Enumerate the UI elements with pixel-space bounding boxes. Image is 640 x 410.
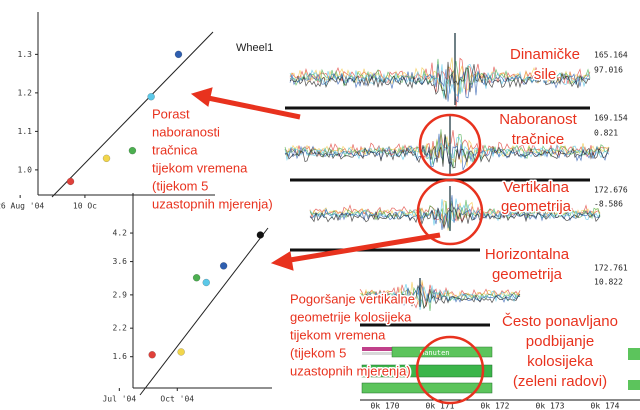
trace xyxy=(289,61,591,100)
annotation: Porast xyxy=(152,106,190,121)
maintenance-bars xyxy=(360,346,640,401)
trace xyxy=(359,284,521,310)
y-tick-label: 1.3 xyxy=(18,50,33,59)
readout: 172.676 xyxy=(594,186,628,195)
annotation: Dinamičke xyxy=(510,46,580,63)
annotation: Naboranost xyxy=(499,111,577,128)
charts: 1.0 1.1 1.2 1.3 26 Aug '04 10 Oc 1.6 2.2 2.9 3.6 4… xyxy=(0,12,272,404)
x-tick-label: Oct '04 xyxy=(160,395,194,404)
distance-label: 0k 171 xyxy=(426,402,455,410)
x-tick-label: Jul '04 xyxy=(102,395,136,404)
trace xyxy=(359,284,521,310)
y-tick-label: 3.6 xyxy=(113,257,128,266)
y-tick-label: 1.1 xyxy=(18,127,33,136)
point xyxy=(256,231,265,239)
annotation: Horizontalna xyxy=(485,246,570,263)
annotations: Dinamičke sile Naboranost tračnice Vertikaln… xyxy=(151,44,620,391)
point xyxy=(66,177,75,186)
separators xyxy=(285,106,590,327)
axes xyxy=(37,12,272,396)
signal-traces xyxy=(284,33,610,311)
highlights xyxy=(415,113,485,405)
distance-label: 0k 172 xyxy=(481,402,510,410)
bar-label: Manuten xyxy=(420,349,450,357)
annotation: Vertikalna xyxy=(503,179,570,196)
trace xyxy=(284,134,610,169)
distance-label: 0k 170 xyxy=(371,402,400,410)
annotation: tijekom vremena xyxy=(152,160,248,175)
point xyxy=(192,274,201,282)
annotation: (zeleni radovi) xyxy=(513,373,607,390)
point xyxy=(174,50,183,59)
y-tick-label: 1.0 xyxy=(18,165,33,174)
readout: 0.821 xyxy=(594,129,618,138)
readout: 172.761 xyxy=(594,264,628,273)
point xyxy=(177,348,185,356)
y-tick-label: 1.6 xyxy=(113,352,128,361)
annotation: geometrija xyxy=(492,266,563,283)
annotation: Pogoršanje vertikalne xyxy=(290,291,415,306)
wheel-label: Wheel1 xyxy=(236,42,273,54)
point xyxy=(148,351,156,359)
point xyxy=(147,92,155,101)
y-tick-label: 4.2 xyxy=(113,229,128,238)
y-tick-label: 2.2 xyxy=(113,324,128,333)
annotation: (tijekom 5 xyxy=(152,178,208,193)
annotation: tračnica xyxy=(152,142,198,157)
readout: 165.164 xyxy=(594,51,628,60)
annotation: uzastopnih mjerenja) xyxy=(290,363,411,378)
point xyxy=(219,262,228,270)
annotation: geometrija xyxy=(501,198,572,215)
trace xyxy=(309,206,601,230)
readouts: 165.164 97.016 169.154 0.821 172.676 -8.586 17… xyxy=(371,51,628,410)
point xyxy=(202,278,210,287)
annotation: podbijanje xyxy=(526,333,594,350)
distance-label: 0k 173 xyxy=(536,402,565,410)
arrows xyxy=(190,87,441,271)
readout: 10.822 xyxy=(594,278,623,287)
y-tick-label: 2.9 xyxy=(113,290,128,299)
trace xyxy=(309,195,601,230)
annotation: (tijekom 5 xyxy=(290,345,346,360)
trace xyxy=(359,280,521,308)
readout: 169.154 xyxy=(594,114,628,123)
point xyxy=(102,154,111,163)
annotation: geometrije kolosijeka xyxy=(290,309,412,324)
point xyxy=(128,146,137,155)
annotation: Često ponavljano xyxy=(502,313,618,330)
x-tick-label: 10 Oc xyxy=(73,202,97,211)
annotation: sile xyxy=(534,66,557,83)
readout: -8.586 xyxy=(594,200,623,209)
annotation: naboranosti xyxy=(152,124,220,139)
annotation: kolosijeka xyxy=(527,353,594,370)
readout: 97.016 xyxy=(594,66,623,75)
annotation: tijekom vremena xyxy=(290,327,386,342)
annotation: tračnice xyxy=(512,131,565,148)
y-tick-label: 1.2 xyxy=(18,88,33,97)
distance-label: 0k 174 xyxy=(591,402,620,410)
annotation: uzastopnih mjerenja) xyxy=(152,196,273,211)
x-tick-label: 26 Aug '04 xyxy=(0,202,44,211)
